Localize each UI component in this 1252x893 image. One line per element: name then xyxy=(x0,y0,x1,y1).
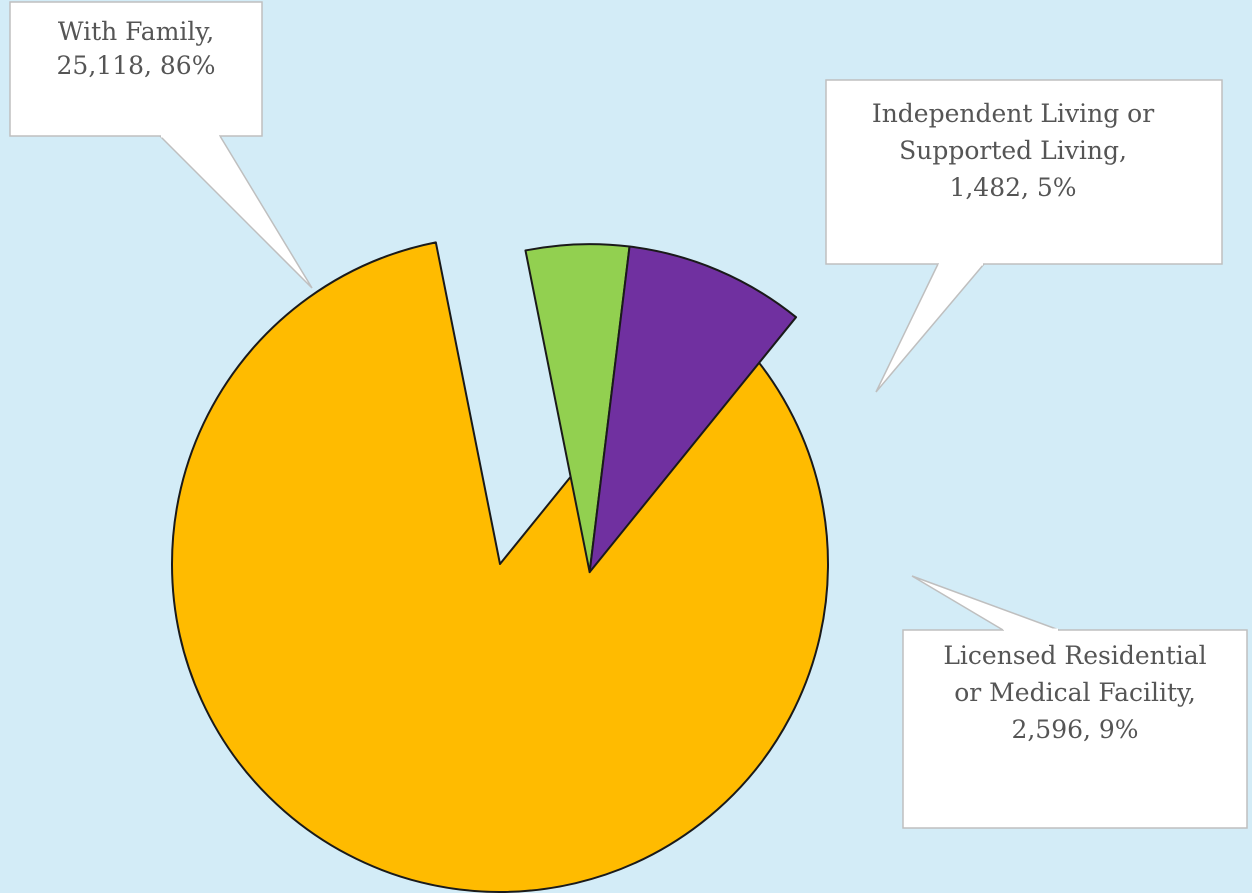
callout-pointer xyxy=(875,263,985,393)
callout-independent-living-or-supported-living: Independent Living or Supported Living, 1,… xyxy=(825,79,1223,393)
callout-box xyxy=(902,629,1248,829)
data-label-line: Licensed Residential xyxy=(943,641,1206,670)
callout-licensed-residential-or-medical-facility: Licensed Residential or Medical Facility,… xyxy=(902,575,1248,829)
data-label-line: With Family, xyxy=(58,17,214,46)
callout-labels: With Family, 25,118, 86% Independent Livin… xyxy=(9,1,1248,829)
callout-pointer xyxy=(911,575,1060,631)
callout-with-family: With Family, 25,118, 86% xyxy=(9,1,313,289)
data-label-line: 2,596, 9% xyxy=(1011,715,1138,744)
callout-box xyxy=(825,79,1223,265)
pie-slice-licensed-residential-or-medical-facility xyxy=(588,245,798,574)
data-label-line: Supported Living, xyxy=(899,136,1127,165)
data-label-line: 1,482, 5% xyxy=(949,173,1076,202)
data-label-line: 25,118, 86% xyxy=(57,51,216,80)
pie-slices xyxy=(170,241,829,893)
callout-pointer xyxy=(159,135,313,289)
data-label-line: or Medical Facility, xyxy=(954,678,1196,707)
callout-box xyxy=(9,1,263,137)
data-label-line: Independent Living or xyxy=(872,99,1154,128)
